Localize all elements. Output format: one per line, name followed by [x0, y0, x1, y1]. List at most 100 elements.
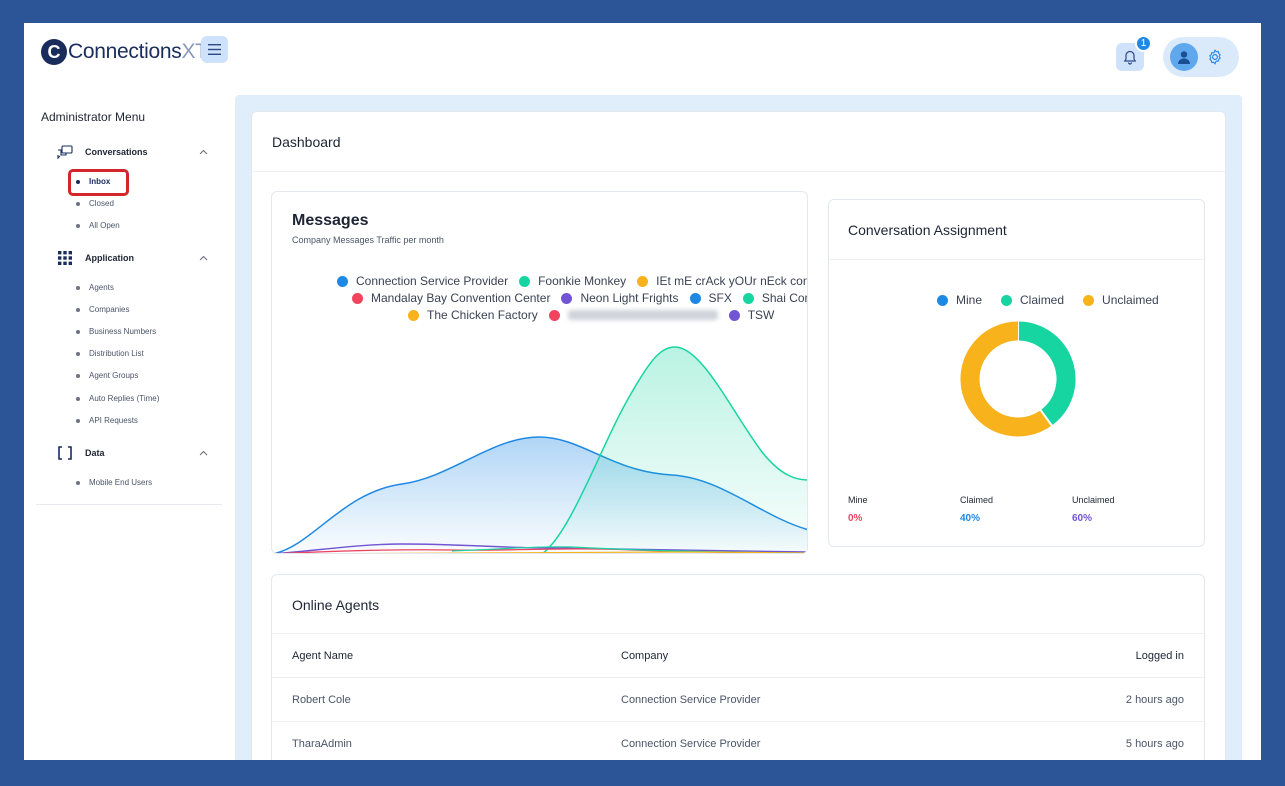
logo-text: ConnectionsXT	[68, 40, 208, 64]
legend-swatch	[337, 275, 348, 287]
table-row[interactable]: TharaAdmin Connection Service Provider 5…	[272, 722, 1204, 760]
legend-label: Foonkie Monkey	[538, 274, 627, 288]
messages-title: Messages	[292, 212, 369, 229]
sidebar-item-label: Companies	[89, 305, 130, 314]
bullet-dot	[76, 418, 80, 423]
chevron-up-icon[interactable]	[199, 149, 208, 155]
chevron-up-icon[interactable]	[199, 255, 208, 261]
legend-item[interactable]: Shai Company	[742, 291, 807, 305]
legend-item[interactable]: Neon Light Frights	[561, 291, 679, 305]
conversation-assignment-title: Conversation Assignment	[848, 222, 1007, 238]
assignment-donut-chart	[960, 321, 1076, 437]
column-header-logged-in[interactable]: Logged in	[1135, 650, 1184, 662]
legend-label: Claimed	[1020, 293, 1065, 307]
legend-swatch	[728, 309, 740, 321]
stat-label: Mine	[848, 495, 868, 505]
legend-label: Connection Service Provider	[356, 274, 509, 288]
sidebar-group-label: Data	[85, 448, 105, 458]
column-header-agent-name[interactable]: Agent Name	[292, 650, 354, 662]
logo-mark: C	[41, 39, 67, 65]
sidebar-item-agents[interactable]: Agents	[76, 283, 114, 292]
legend-swatch	[548, 309, 560, 321]
sidebar-item-agent-groups[interactable]: Agent Groups	[76, 371, 138, 380]
online-agents-header: Online Agents	[272, 575, 1204, 634]
table-row[interactable]: Robert Cole Connection Service Provider …	[272, 678, 1204, 722]
legend-item[interactable]: Connection Service Provider	[337, 274, 508, 288]
sidebar-item-inbox[interactable]: Inbox	[76, 177, 110, 186]
legend-item[interactable]: TSW	[728, 308, 774, 322]
bullet-dot	[76, 351, 80, 356]
series-line-chicken-factory	[332, 551, 807, 553]
grid-icon	[56, 250, 74, 266]
sidebar-group-application[interactable]: Application	[56, 250, 208, 266]
bullet-dot	[76, 201, 80, 206]
legend-swatch	[408, 309, 419, 321]
sidebar-item-label: Agents	[89, 283, 114, 292]
chart-legend-row-1: Connection Service Provider Foonkie Monk…	[337, 274, 807, 288]
bullet-dot	[76, 373, 80, 378]
sidebar-item-label: API Requests	[89, 416, 138, 425]
table-header-row: Agent Name Company Logged in	[272, 634, 1204, 678]
sidebar-group-conversations[interactable]: Conversations	[56, 144, 208, 160]
sidebar-item-label: Distribution List	[89, 349, 144, 358]
series-area-foonkie-monkey	[543, 347, 807, 553]
sidebar-item-closed[interactable]: Closed	[76, 199, 114, 208]
legend-swatch	[1083, 294, 1095, 306]
avatar[interactable]	[1170, 43, 1198, 71]
legend-item-mine[interactable]: Mine	[937, 293, 982, 307]
legend-label: SFX	[708, 291, 732, 305]
sidebar-item-business-numbers[interactable]: Business Numbers	[76, 327, 156, 336]
legend-item[interactable]	[548, 309, 718, 321]
legend-item[interactable]: Mandalay Bay Convention Center	[352, 291, 550, 305]
legend-item[interactable]: SFX	[689, 291, 732, 305]
gear-icon[interactable]	[1207, 49, 1223, 65]
sidebar-item-all-open[interactable]: All Open	[76, 221, 120, 230]
chat-icon	[56, 144, 74, 160]
donut-slice-unclaimed[interactable]	[960, 321, 1052, 437]
conversation-assignment-card: Conversation Assignment Mine Claimed Unc…	[828, 199, 1205, 547]
notification-count-badge: 1	[1135, 35, 1152, 52]
column-header-company[interactable]: Company	[621, 650, 669, 662]
sidebar-item-label: All Open	[89, 221, 120, 230]
app-window: C ConnectionsXT ™ 1 Administrator Menu C…	[24, 23, 1261, 760]
sidebar-item-companies[interactable]: Companies	[76, 305, 129, 314]
legend-item[interactable]: The Chicken Factory	[408, 308, 538, 322]
sidebar-item-mobile-end-users[interactable]: Mobile End Users	[76, 478, 152, 487]
sidebar-group-data[interactable]: Data	[56, 445, 208, 461]
legend-label: Mandalay Bay Convention Center	[371, 291, 551, 305]
sidebar-item-auto-replies[interactable]: Auto Replies (Time)	[76, 394, 159, 403]
user-menu[interactable]	[1163, 37, 1239, 77]
legend-label: Mine	[956, 293, 983, 307]
sidebar-item-api-requests[interactable]: API Requests	[76, 416, 138, 425]
notifications-button[interactable]: 1	[1116, 35, 1152, 71]
series-line-neon-light-frights	[275, 543, 807, 553]
donut-slice-claimed[interactable]	[1017, 321, 1076, 426]
chevron-up-icon[interactable]	[199, 450, 208, 456]
stat-claimed: Claimed 40%	[960, 495, 993, 524]
stat-value: 60%	[1072, 513, 1093, 524]
bullet-dot	[76, 396, 80, 401]
stat-value: 40%	[960, 513, 981, 524]
legend-item-claimed[interactable]: Claimed	[1001, 293, 1064, 307]
legend-item[interactable]: IEt mE crAck yOUr nEck company	[637, 274, 807, 288]
legend-item-unclaimed[interactable]: Unclaimed	[1083, 293, 1159, 307]
legend-swatch	[937, 294, 948, 306]
legend-swatch	[1001, 294, 1013, 306]
brand-logo[interactable]: C ConnectionsXT ™	[41, 39, 215, 65]
highlight-annotation-box	[68, 169, 129, 196]
bullet-dot	[76, 307, 80, 312]
legend-swatch	[742, 292, 754, 304]
online-agents-title: Online Agents	[292, 597, 380, 613]
conversation-assignment-header: Conversation Assignment	[829, 200, 1204, 260]
sidebar-item-label: Closed	[89, 199, 114, 208]
bullet-dot	[76, 223, 80, 228]
sidebar-item-distribution-list[interactable]: Distribution List	[76, 349, 144, 358]
sidebar-toggle-button[interactable]	[201, 36, 228, 63]
messages-area-chart	[272, 346, 807, 553]
legend-item[interactable]: Foonkie Monkey	[519, 274, 626, 288]
sidebar-item-label: Agent Groups	[89, 371, 139, 380]
sidebar-item-label: Auto Replies (Time)	[89, 394, 160, 403]
series-line-foonkie-monkey	[542, 346, 807, 553]
legend-label: The Chicken Factory	[427, 308, 538, 322]
cell-logged-in: 5 hours ago	[1125, 738, 1184, 750]
